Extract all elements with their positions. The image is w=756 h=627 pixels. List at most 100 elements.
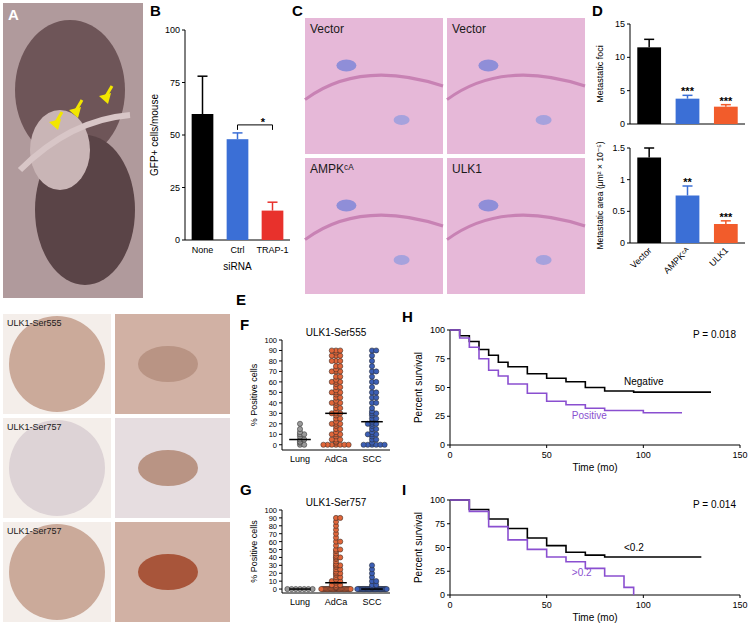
y-axis-label: Metastatic area (μm² × 10⁻⁵) (595, 141, 605, 249)
y-tick (627, 57, 630, 58)
y-tick-label: 50 (269, 546, 277, 555)
tissue (478, 60, 498, 72)
y-tick-label: 10 (615, 52, 625, 62)
error-line (272, 202, 274, 210)
y-tick-label: 90 (269, 514, 277, 523)
x-tick (740, 595, 741, 598)
dot (338, 515, 343, 520)
error-line (648, 148, 650, 158)
tissue-edge (447, 215, 585, 239)
y-tick-label: 10 (269, 577, 277, 586)
y-tick-label: 50 (435, 543, 445, 553)
dot (348, 586, 353, 591)
dot (374, 369, 379, 374)
median-line (361, 421, 383, 423)
y-tick-label: 25 (435, 411, 445, 421)
dot (338, 358, 343, 363)
y-tick-label: 20 (269, 420, 277, 429)
tissue (394, 255, 410, 265)
y-tick (279, 525, 282, 526)
plot-area (289, 348, 387, 447)
y-axis-label: Percent survival (413, 352, 424, 423)
dot (369, 358, 374, 363)
y-tick (279, 423, 282, 424)
y-tick (279, 413, 282, 414)
image-label: Vector (452, 22, 486, 36)
edge (20, 115, 130, 170)
image-panel: VectorVectorAMPKᶜᴬULK1 (305, 18, 585, 294)
dot (346, 442, 351, 447)
micrograph (447, 18, 585, 154)
x-tick (450, 445, 451, 448)
dot (369, 364, 374, 369)
tissue-core (9, 420, 105, 516)
x-axis-label: siRNA (223, 261, 252, 272)
x-tick-label: SCC (362, 454, 382, 464)
y-tick (279, 549, 282, 550)
survival-chart: 0255075100050100150NegativePositiveP = 0… (413, 325, 748, 473)
y-tick (182, 135, 185, 136)
y-tick (279, 573, 282, 574)
bar (714, 107, 738, 124)
y-tick (279, 392, 282, 393)
median-line (325, 413, 347, 415)
dot (321, 442, 326, 447)
y-tick (279, 340, 282, 341)
x-tick-label: Vector (628, 245, 653, 270)
tissue-edge (447, 75, 585, 99)
y-tick (279, 533, 282, 534)
x-axis (282, 593, 390, 594)
bar (192, 114, 214, 240)
x-axis (450, 595, 740, 596)
y-tick (279, 381, 282, 382)
chart-title: ULK1-Ser555 (306, 327, 367, 338)
y-tick-label: 50 (269, 388, 277, 397)
y-tick-label: 20 (269, 569, 277, 578)
p-value: P = 0.014 (693, 499, 736, 510)
figure: A0255075100*NoneCtrlTRAP-1siRNAGFP+ cell… (0, 0, 756, 627)
image-panel: ULK1-Ser555ULK1-Ser757ULK1-Ser757 (3, 314, 230, 622)
dot (374, 579, 379, 584)
y-tick-label: 30 (269, 561, 277, 570)
x-tick (450, 595, 451, 598)
dot (374, 400, 379, 405)
legend-label: <0.2 (624, 542, 644, 553)
y-tick-label: 75 (435, 354, 445, 364)
y-tick (182, 30, 185, 31)
y-tick (279, 360, 282, 361)
y-tick-label: 0 (273, 585, 277, 594)
bar (676, 99, 700, 124)
y-tick-label: 0 (273, 441, 277, 450)
bar (262, 211, 284, 240)
arrow (49, 119, 61, 130)
y-tick-label: 5 (620, 86, 625, 96)
page: {"chart_data":[ {"type":"image","panel":… (0, 0, 756, 627)
significance: *** (681, 85, 695, 97)
image-label: ULK1-Ser555 (7, 318, 62, 328)
error-cap (268, 201, 278, 203)
dot (338, 348, 343, 353)
dot (319, 586, 324, 591)
plot-area (637, 39, 737, 124)
image-label: ULK1-Ser757 (7, 422, 62, 432)
median-line (361, 588, 383, 590)
arrow (55, 112, 62, 124)
x-tick-label: ULK1 (707, 245, 730, 268)
y-tick-label: 0 (620, 119, 625, 129)
x-tick-label: 100 (636, 450, 651, 460)
error-cap (233, 132, 243, 134)
y-axis (282, 510, 283, 593)
y-tick (447, 330, 450, 331)
dot (338, 374, 343, 379)
y-tick (447, 547, 450, 548)
tissue (536, 115, 552, 125)
x-tick-label: 100 (636, 600, 651, 610)
legend-label: >0.2 (572, 567, 592, 578)
median-line (289, 588, 311, 590)
y-axis (630, 24, 631, 124)
y-tick-label: 50 (435, 383, 445, 393)
y-tick-label: 75 (435, 519, 445, 529)
y-tick (279, 517, 282, 518)
tissue (138, 554, 198, 590)
dot (369, 374, 374, 379)
